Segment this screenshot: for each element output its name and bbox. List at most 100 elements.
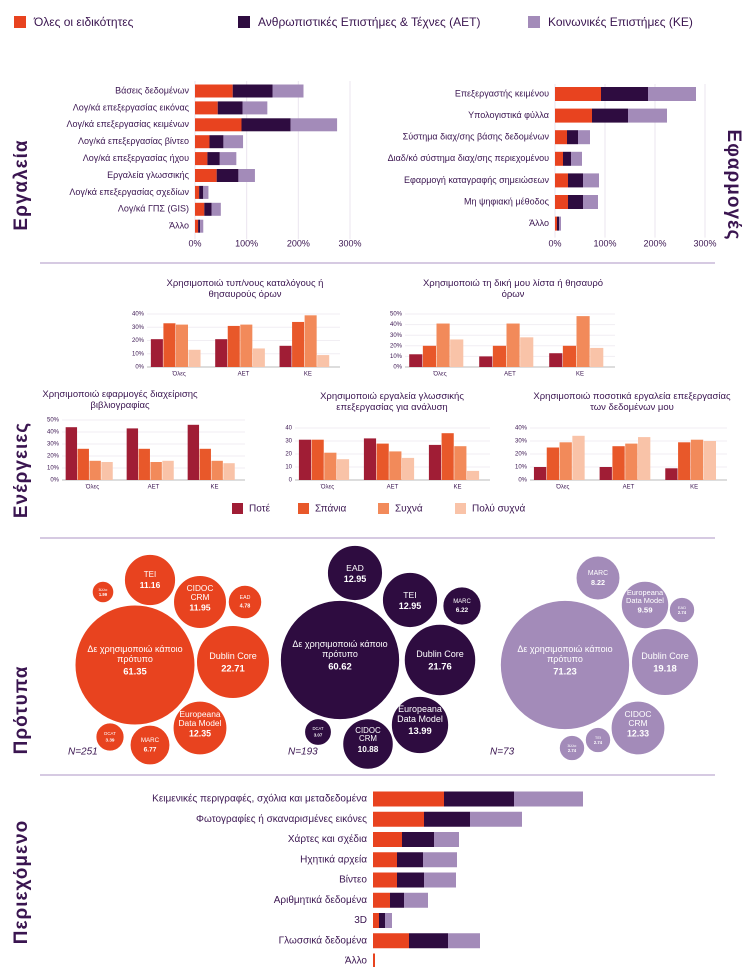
bar-segment <box>373 791 444 807</box>
x-tick-label: 100% <box>235 238 258 248</box>
bar-segment <box>409 933 448 949</box>
bar-segment <box>198 219 201 233</box>
category-label: Εφαρμογή καταγραφής σημειώσεων <box>404 175 549 185</box>
category-label: Ηχητικά αρχεία <box>300 853 367 865</box>
bar-segment <box>241 118 291 132</box>
category-label: Άλλο <box>529 218 549 228</box>
bar <box>317 355 330 367</box>
y-tick-label: 40% <box>515 426 528 432</box>
bar <box>175 324 188 367</box>
bar <box>612 446 625 480</box>
bar <box>562 345 576 367</box>
bubble-name: Δε χρησιμοποιώ κάποιο πρότυπο <box>87 644 183 665</box>
bar <box>436 323 450 367</box>
bar <box>389 451 402 480</box>
x-tick-label: 0% <box>188 238 201 248</box>
bar <box>559 442 572 480</box>
bubble-value: 10.88 <box>358 744 379 754</box>
legend-swatch <box>455 503 466 514</box>
bubble <box>123 553 177 607</box>
bubble-name: Europeana Data Model <box>626 587 664 605</box>
bar-segment <box>648 87 696 101</box>
bubble-name: Europeana Data Model <box>178 708 222 728</box>
category-label: Λογ/κά επεξεργασίας εικόνας <box>73 102 190 112</box>
legend-swatch <box>232 503 243 514</box>
bar <box>240 324 253 367</box>
bar <box>665 468 678 480</box>
bar-segment <box>272 84 304 98</box>
bubble <box>195 624 271 700</box>
bubble <box>129 724 171 766</box>
bar <box>336 459 350 480</box>
bubble <box>390 695 450 755</box>
bar <box>546 447 560 480</box>
bubble-value: 3.39 <box>106 738 115 743</box>
bubble <box>173 575 227 629</box>
category-label: Εργαλεία γλωσσικής <box>107 170 190 180</box>
bar <box>298 439 312 480</box>
bar <box>376 443 389 480</box>
legend-swatch <box>14 16 26 28</box>
bar <box>223 463 235 480</box>
bubble <box>227 584 263 620</box>
bar <box>678 442 691 480</box>
bubble-value: 13.99 <box>408 725 432 736</box>
bubble-name: DCAT <box>312 726 324 732</box>
bar <box>187 424 200 480</box>
y-tick-label: 30% <box>47 442 60 448</box>
bar-segment <box>195 118 242 132</box>
y-tick-label: 30% <box>390 333 403 339</box>
bar <box>422 345 436 367</box>
bar <box>479 356 493 367</box>
y-tick-label: 40 <box>285 426 292 432</box>
bar-segment <box>195 169 217 182</box>
bubble-value: 60.62 <box>328 661 352 672</box>
bubble-value: 22.71 <box>221 663 245 674</box>
bubble-label: Dublin Core <box>209 651 257 661</box>
category-label: Υπολογιστικά φύλλα <box>468 110 549 120</box>
bubble-value: 12.33 <box>627 729 649 739</box>
bar-segment <box>563 151 571 166</box>
bar-segment <box>402 832 434 847</box>
bubble-label: EAD <box>240 595 251 601</box>
category-label: Σύστημα διαχ/σης βάσης δεδομένων <box>403 132 550 142</box>
bar-segment <box>219 152 237 166</box>
bar-segment <box>397 872 424 888</box>
bubble-name: Δε χρησιμοποιώ κάποιο πρότυπο <box>517 644 613 665</box>
bar <box>363 438 377 480</box>
bubble-label: CIDOC CRM <box>624 709 651 728</box>
category-label: Λογ/κά επεξεργασίας κειμένων <box>66 119 189 129</box>
bar-segment <box>628 108 667 123</box>
bubble <box>630 627 700 697</box>
bar-segment <box>207 152 220 166</box>
bar <box>211 460 223 480</box>
chart-title-text: Χρησιμοποιώ ποσοτικά εργαλεία επεξεργασί… <box>533 392 731 413</box>
y-tick-label: 20% <box>47 454 60 460</box>
chart-title-text: Χρησιμοποιώ τη δική μου λίστα ή θησαυρό … <box>422 279 604 300</box>
bar-segment <box>568 195 583 209</box>
y-tick-label: 0% <box>393 365 402 371</box>
category-label: Βάσεις δεδομένων <box>115 85 189 95</box>
bar-segment <box>424 872 456 888</box>
sample-size: N=193 <box>288 747 318 758</box>
legend-swatch <box>528 16 540 28</box>
bar-segment <box>571 151 582 166</box>
bar-segment <box>203 185 209 199</box>
bubble <box>610 700 666 756</box>
category-label: ΚΕ <box>453 485 461 491</box>
bubble-label: Dublin Core <box>416 649 464 659</box>
bar-segment <box>592 108 628 123</box>
bar-segment <box>290 118 338 132</box>
bubble <box>668 596 696 624</box>
bar <box>150 462 162 480</box>
sample-size: N=251 <box>68 747 98 758</box>
section-label: Πρότυπα <box>11 666 32 755</box>
category-label: ΚΕ <box>690 485 698 491</box>
legend-swatch <box>378 503 389 514</box>
bubble-value: 21.76 <box>428 661 452 672</box>
bubble-name: Άλλο <box>567 742 577 748</box>
bar-segment <box>568 173 583 188</box>
bubble-name: TEI <box>403 589 417 600</box>
y-tick-label: 50% <box>47 418 60 424</box>
chart-title: Χρησιμοποιώ τυπ/νους καταλόγους ή θησαυρ… <box>167 279 324 300</box>
